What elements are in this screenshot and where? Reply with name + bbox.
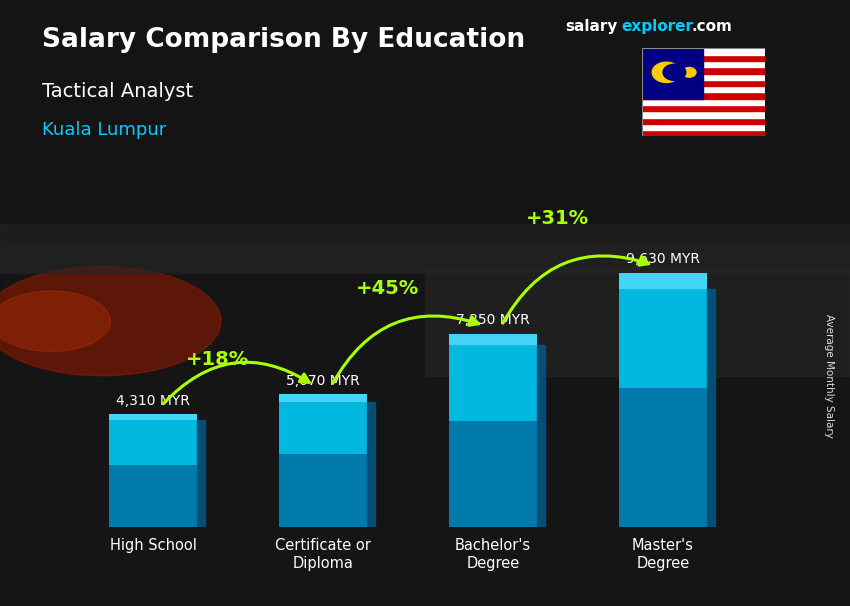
Bar	[619, 388, 707, 527]
Circle shape	[663, 64, 686, 81]
Bar	[449, 333, 537, 345]
Bar	[449, 421, 537, 527]
Circle shape	[652, 62, 681, 82]
Text: .com: .com	[691, 19, 732, 35]
Text: 4,310 MYR: 4,310 MYR	[116, 395, 190, 408]
Bar	[642, 118, 765, 124]
Text: 9,630 MYR: 9,630 MYR	[626, 252, 700, 267]
Bar	[642, 92, 765, 99]
Bar	[425, 267, 850, 376]
Bar	[0, 273, 850, 606]
Text: Kuala Lumpur: Kuala Lumpur	[42, 121, 167, 139]
Circle shape	[683, 67, 696, 77]
Text: Salary Comparison By Education: Salary Comparison By Education	[42, 27, 525, 53]
Bar	[367, 402, 375, 527]
Text: Average Monthly Salary: Average Monthly Salary	[824, 314, 834, 438]
Bar	[642, 112, 765, 118]
Text: 5,070 MYR: 5,070 MYR	[286, 375, 360, 388]
Text: 7,350 MYR: 7,350 MYR	[456, 313, 530, 327]
Text: +31%: +31%	[526, 208, 589, 228]
Text: Tactical Analyst: Tactical Analyst	[42, 82, 194, 101]
Bar	[109, 414, 197, 465]
Bar	[537, 345, 545, 527]
Bar	[642, 61, 765, 67]
Ellipse shape	[0, 267, 221, 376]
Bar	[642, 130, 765, 136]
Bar	[642, 55, 765, 61]
Bar	[0, 0, 850, 242]
Bar	[279, 394, 367, 454]
Bar	[642, 80, 765, 86]
Bar	[449, 333, 537, 421]
Bar	[642, 73, 765, 80]
Ellipse shape	[0, 291, 110, 351]
Text: salary: salary	[565, 19, 618, 35]
Bar	[642, 48, 703, 99]
Bar	[197, 421, 205, 527]
Bar	[642, 124, 765, 130]
Bar	[0, 224, 850, 273]
Bar	[642, 86, 765, 92]
Text: +45%: +45%	[356, 279, 419, 298]
Bar	[642, 67, 765, 73]
Bar	[109, 414, 197, 421]
Text: explorer: explorer	[621, 19, 694, 35]
Bar	[279, 454, 367, 527]
Bar	[279, 394, 367, 402]
Bar	[642, 99, 765, 105]
Text: +18%: +18%	[186, 350, 249, 369]
Bar	[619, 273, 707, 388]
Bar	[642, 105, 765, 112]
Bar	[619, 273, 707, 288]
Bar	[109, 465, 197, 527]
Bar	[642, 48, 765, 55]
Bar	[707, 288, 715, 527]
